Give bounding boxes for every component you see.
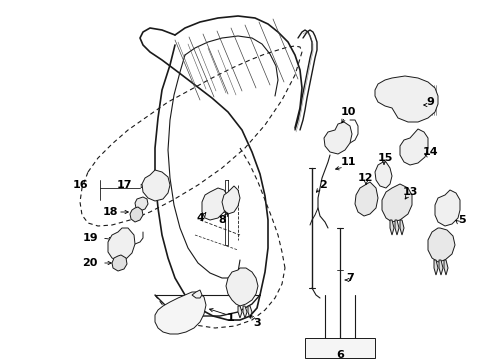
Text: 3: 3 — [253, 318, 261, 328]
Polygon shape — [355, 182, 378, 216]
Text: 5: 5 — [458, 215, 466, 225]
Polygon shape — [395, 220, 399, 235]
Polygon shape — [248, 306, 252, 318]
Text: 4: 4 — [196, 213, 204, 223]
Polygon shape — [192, 290, 202, 298]
Polygon shape — [434, 260, 438, 275]
Polygon shape — [135, 197, 148, 211]
Polygon shape — [375, 162, 392, 188]
Polygon shape — [444, 260, 448, 275]
Text: 19: 19 — [82, 233, 98, 243]
Text: 7: 7 — [346, 273, 354, 283]
Polygon shape — [400, 129, 428, 165]
Text: 12: 12 — [357, 173, 373, 183]
Polygon shape — [428, 228, 455, 262]
Text: 17: 17 — [116, 180, 132, 190]
Polygon shape — [305, 338, 375, 358]
Text: 1: 1 — [227, 313, 235, 323]
Text: 10: 10 — [341, 107, 356, 117]
Polygon shape — [400, 220, 404, 235]
Polygon shape — [142, 170, 170, 201]
Text: 15: 15 — [377, 153, 392, 163]
Polygon shape — [130, 207, 143, 222]
Polygon shape — [238, 306, 242, 318]
Text: 14: 14 — [422, 147, 438, 157]
Text: 8: 8 — [218, 215, 226, 225]
Polygon shape — [382, 184, 412, 222]
Text: 20: 20 — [82, 258, 98, 268]
Polygon shape — [202, 188, 228, 220]
Polygon shape — [375, 76, 438, 122]
Text: 2: 2 — [319, 180, 327, 190]
Text: 11: 11 — [340, 157, 356, 167]
Text: 18: 18 — [102, 207, 118, 217]
Polygon shape — [112, 255, 127, 271]
Text: 9: 9 — [426, 97, 434, 107]
Polygon shape — [155, 292, 206, 334]
Polygon shape — [226, 268, 258, 306]
Text: 6: 6 — [336, 350, 344, 360]
Text: 16: 16 — [73, 180, 88, 190]
Text: 13: 13 — [402, 187, 417, 197]
Polygon shape — [439, 260, 443, 275]
Polygon shape — [324, 122, 352, 154]
Polygon shape — [222, 186, 240, 214]
Polygon shape — [108, 228, 135, 261]
Polygon shape — [390, 220, 394, 235]
Polygon shape — [435, 190, 460, 226]
Polygon shape — [243, 306, 247, 318]
